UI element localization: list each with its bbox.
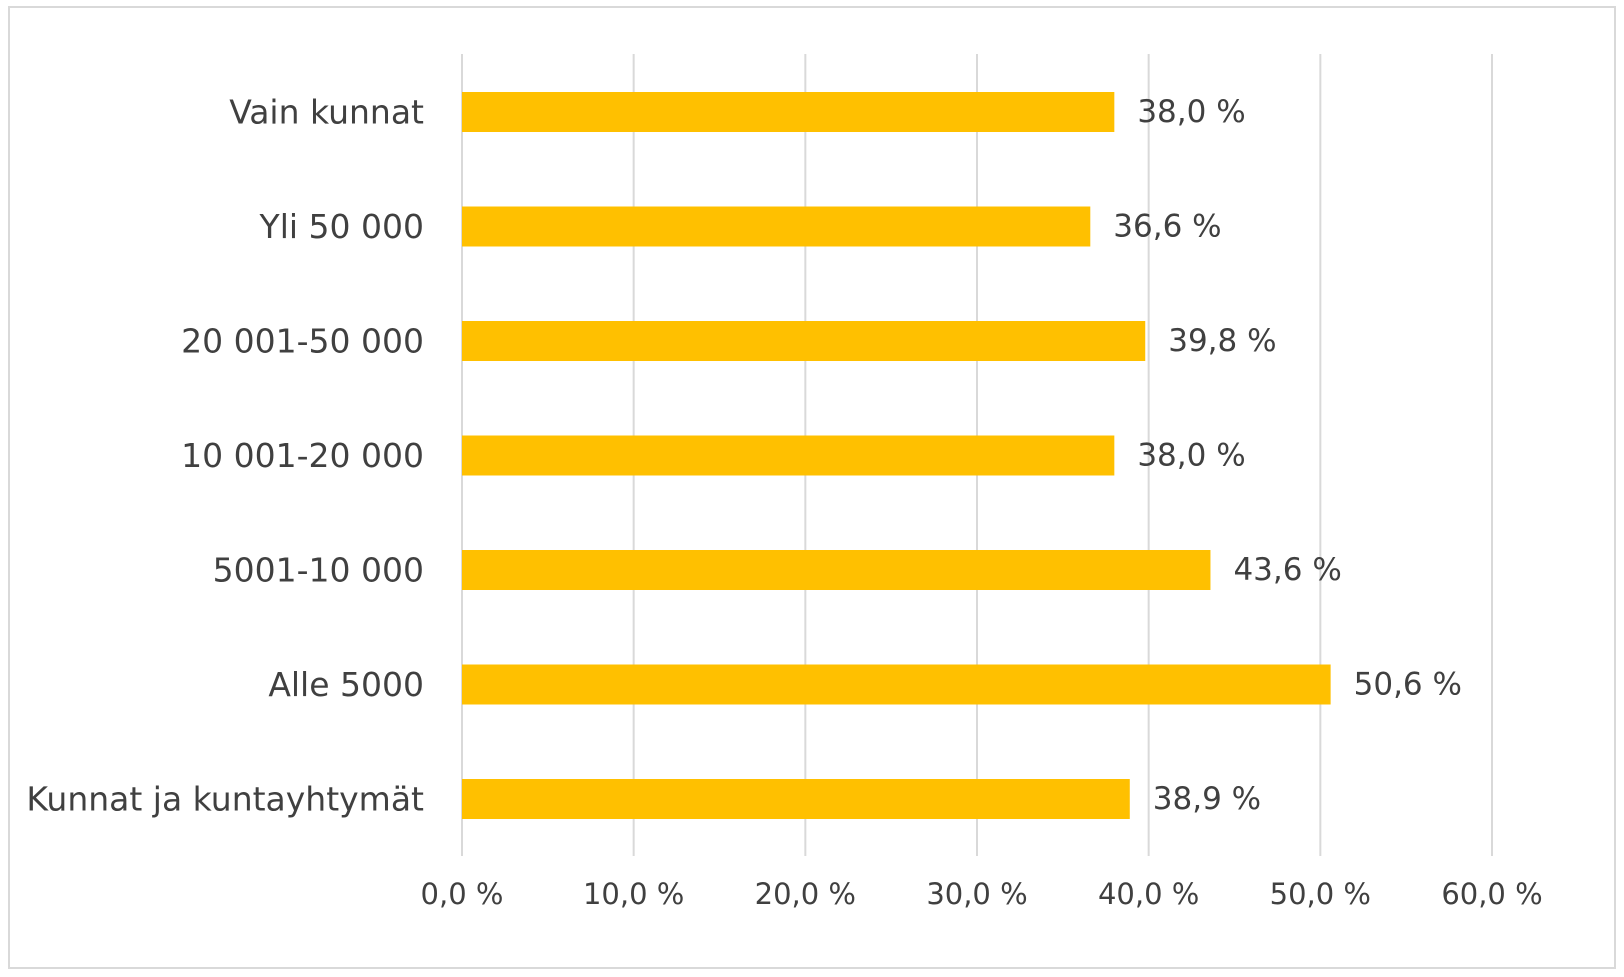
data-label: 38,0 %	[1137, 438, 1245, 474]
bar-chart: Vain kunnat Yli 50 000 20 001-50 000 10 001…	[26, 54, 1543, 911]
data-labels: 38,0 % 36,6 % 39,8 % 38,0 % 43,6 % 50,6 % 38,9…	[1113, 94, 1462, 817]
category-label: Kunnat ja kuntayhtymät	[26, 780, 424, 819]
data-label: 39,8 %	[1168, 323, 1276, 359]
category-label: 20 001-50 000	[181, 322, 424, 361]
x-tick-label: 10,0 %	[583, 877, 684, 911]
data-label: 38,0 %	[1137, 94, 1245, 130]
bar	[462, 664, 1331, 705]
category-label: Yli 50 000	[259, 207, 424, 246]
category-label: Alle 5000	[268, 665, 424, 704]
x-tick-label: 0,0 %	[421, 877, 504, 911]
category-label: Vain kunnat	[229, 93, 424, 132]
data-label: 50,6 %	[1354, 667, 1462, 703]
x-axis-tick-labels: 0,0 % 10,0 % 20,0 % 30,0 % 40,0 % 50,0 % 60,0 …	[421, 877, 1543, 911]
bar	[462, 435, 1115, 476]
data-label: 38,9 %	[1153, 781, 1261, 817]
x-tick-label: 60,0 %	[1441, 877, 1542, 911]
x-tick-label: 50,0 %	[1270, 877, 1371, 911]
bar	[462, 550, 1211, 590]
data-label: 43,6 %	[1233, 552, 1341, 588]
bar	[462, 779, 1130, 819]
x-tick-label: 20,0 %	[755, 877, 856, 911]
x-tick-label: 40,0 %	[1098, 877, 1199, 911]
chart-frame: Vain kunnat Yli 50 000 20 001-50 000 10 001…	[8, 6, 1616, 969]
data-label: 36,6 %	[1113, 209, 1221, 245]
category-labels: Vain kunnat Yli 50 000 20 001-50 000 10 001…	[26, 93, 424, 819]
category-label: 10 001-20 000	[181, 436, 424, 475]
bars	[462, 92, 1331, 819]
x-tick-label: 30,0 %	[926, 877, 1027, 911]
bar	[462, 206, 1091, 247]
bar	[462, 321, 1146, 361]
category-label: 5001-10 000	[213, 551, 424, 590]
bar	[462, 92, 1115, 132]
